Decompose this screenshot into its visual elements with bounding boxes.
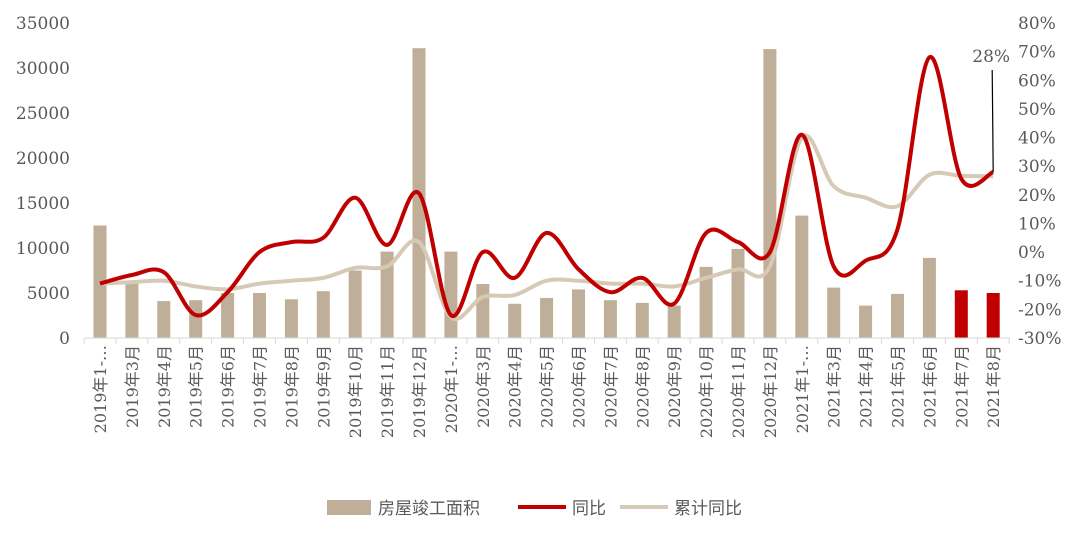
- bar: [731, 248, 745, 338]
- annotation-leader: [991, 69, 994, 172]
- bar: [380, 251, 394, 338]
- bar: [795, 215, 809, 338]
- bar: [284, 299, 298, 338]
- x-tick-label: 2019年11月: [378, 345, 397, 438]
- legend-label-cum: 累计同比: [674, 499, 742, 519]
- x-tick-label: 2020年4月: [506, 345, 525, 428]
- x-tick-label: 2020年8月: [633, 345, 652, 428]
- x-tick-label: 2020年5月: [538, 345, 557, 428]
- x-tick-label: 2021年4月: [857, 345, 876, 428]
- x-tick-label: 2020年11月: [729, 345, 748, 438]
- right-tick-label: 50%: [1018, 100, 1056, 120]
- x-tick-label: 2020年9月: [665, 345, 684, 428]
- right-tick-label: -20%: [1018, 300, 1062, 320]
- left-tick-label: 25000: [16, 104, 70, 124]
- x-tick-label: 2019年7月: [251, 345, 270, 428]
- x-tick-label: 2019年10月: [346, 345, 365, 438]
- bar: [954, 290, 968, 338]
- x-tick-label: 2019年8月: [282, 345, 301, 428]
- x-tick-label: 2019年6月: [219, 345, 238, 428]
- x-tick-label: 2019年3月: [123, 345, 142, 428]
- x-tick-label: 2020年1-…: [442, 345, 461, 433]
- right-tick-label: 70%: [1018, 43, 1056, 63]
- yoy-line: [99, 55, 995, 318]
- x-tick-label: 2021年5月: [889, 345, 908, 428]
- x-axis: 2019年1-… 2019年3月 2019年4月 2019年5月 2019年6月 2019…: [83, 338, 1010, 438]
- left-tick-label: 10000: [16, 239, 70, 259]
- bar: [253, 293, 266, 338]
- cumulative-yoy-line: [99, 133, 994, 321]
- x-tick-label: 2020年10月: [697, 345, 716, 438]
- right-tick-label: 40%: [1018, 129, 1056, 149]
- legend: 房屋竣工面积 同比 累计同比: [327, 499, 742, 519]
- right-tick-label: 20%: [1018, 186, 1056, 206]
- left-tick-label: 5000: [27, 284, 70, 304]
- bar: [540, 297, 554, 338]
- bars: [93, 48, 1000, 338]
- bar: [125, 281, 139, 338]
- bar: [986, 293, 1000, 338]
- right-axis: -30% -20% -10% 0% 10% 20% 30% 40% 50% 60% 70% 80%: [1018, 14, 1062, 349]
- right-tick-label: 60%: [1018, 71, 1056, 91]
- x-tick-label: 2019年5月: [187, 345, 206, 428]
- x-tick-label: 2021年3月: [825, 345, 844, 428]
- bar: [476, 284, 490, 338]
- bar: [922, 257, 936, 338]
- x-tick-label: 2020年12月: [761, 345, 780, 438]
- left-tick-label: 20000: [16, 149, 70, 169]
- right-tick-label: 10%: [1018, 214, 1056, 234]
- legend-label-yoy: 同比: [572, 499, 606, 519]
- legend-label-bar: 房屋竣工面积: [378, 499, 480, 519]
- bar: [859, 305, 873, 338]
- x-tick-label: 2021年6月: [920, 345, 939, 428]
- bar: [572, 289, 585, 338]
- annotation: 28%: [972, 47, 1010, 172]
- bar: [667, 305, 681, 338]
- bar: [699, 266, 713, 338]
- x-tick-label: 2020年6月: [570, 345, 589, 428]
- bar: [891, 293, 904, 338]
- left-axis: 0 5000 10000 15000 20000 25000 30000 35000: [16, 14, 70, 349]
- x-tick-label: 2019年12月: [410, 345, 429, 438]
- left-tick-label: 30000: [16, 59, 70, 79]
- bar: [157, 301, 171, 338]
- left-tick-label: 15000: [16, 194, 70, 214]
- x-tick-label: 2021年1-…: [793, 345, 812, 433]
- bar: [763, 49, 777, 338]
- bar: [635, 302, 649, 338]
- x-tick-label: 2020年3月: [474, 345, 493, 428]
- lines: [99, 55, 995, 321]
- bar: [444, 251, 458, 338]
- left-tick-label: 0: [59, 329, 70, 349]
- bar: [348, 270, 362, 338]
- x-tick-label: 2019年9月: [314, 345, 333, 428]
- x-tick-label: 2021年7月: [952, 345, 971, 428]
- right-tick-label: 0%: [1018, 243, 1045, 263]
- x-tick-label: 2019年1-…: [91, 345, 110, 433]
- bar: [189, 300, 203, 338]
- right-tick-label: -10%: [1018, 272, 1062, 292]
- bar: [221, 293, 235, 338]
- legend-swatch-bar: [327, 500, 371, 515]
- bar: [827, 287, 841, 338]
- x-tick-label: 2021年8月: [984, 345, 1003, 428]
- annotation-label: 28%: [972, 47, 1010, 67]
- right-tick-label: -30%: [1018, 329, 1062, 349]
- bar: [316, 291, 330, 338]
- right-tick-label: 80%: [1018, 14, 1056, 34]
- bar: [508, 303, 522, 338]
- bar: [603, 300, 617, 338]
- left-tick-label: 35000: [16, 14, 70, 34]
- right-tick-label: 30%: [1018, 157, 1056, 177]
- x-tick-label: 2019年4月: [155, 345, 174, 428]
- x-tick-label: 2020年7月: [601, 345, 620, 428]
